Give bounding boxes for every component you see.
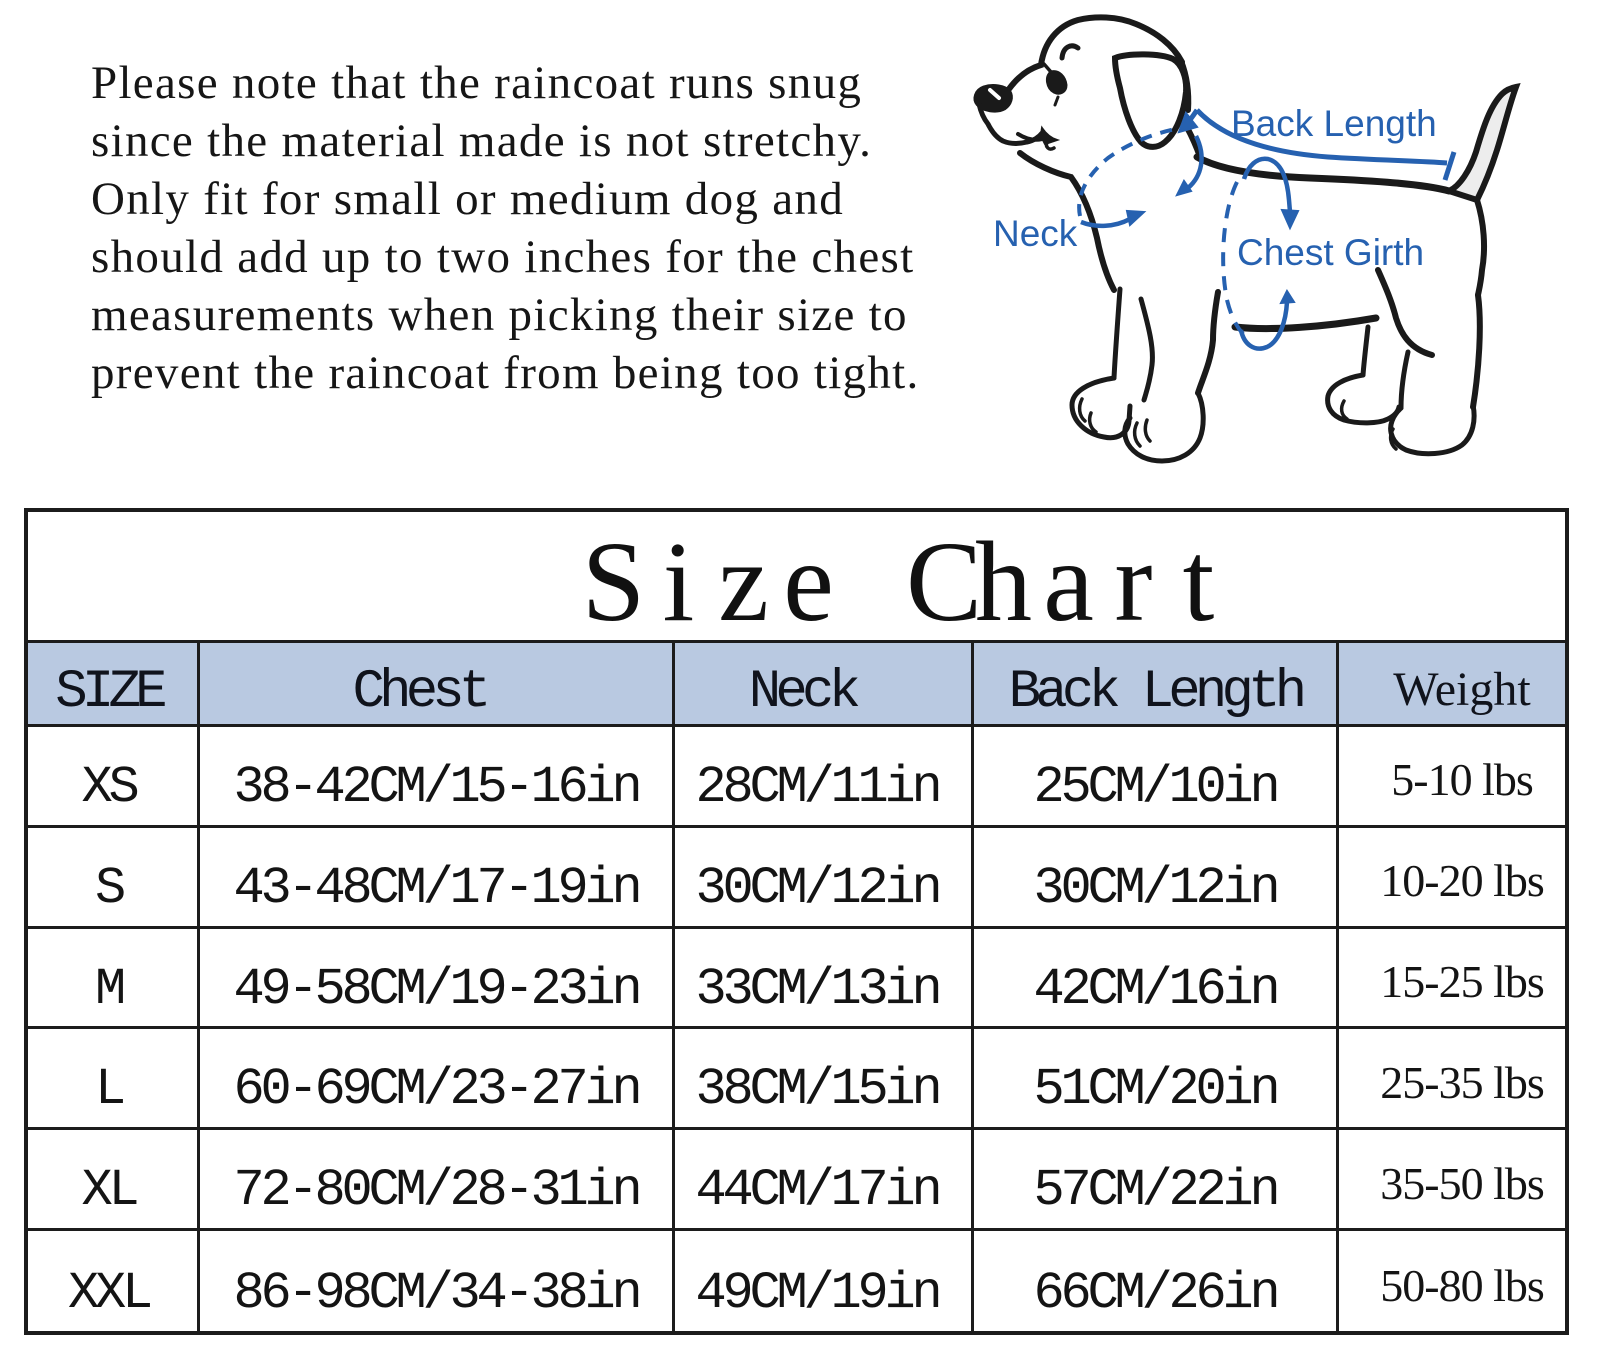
svg-text:Back Length: Back Length bbox=[1231, 103, 1437, 144]
svg-text:Chest Girth: Chest Girth bbox=[1237, 232, 1424, 273]
svg-text:Neck: Neck bbox=[993, 213, 1078, 254]
